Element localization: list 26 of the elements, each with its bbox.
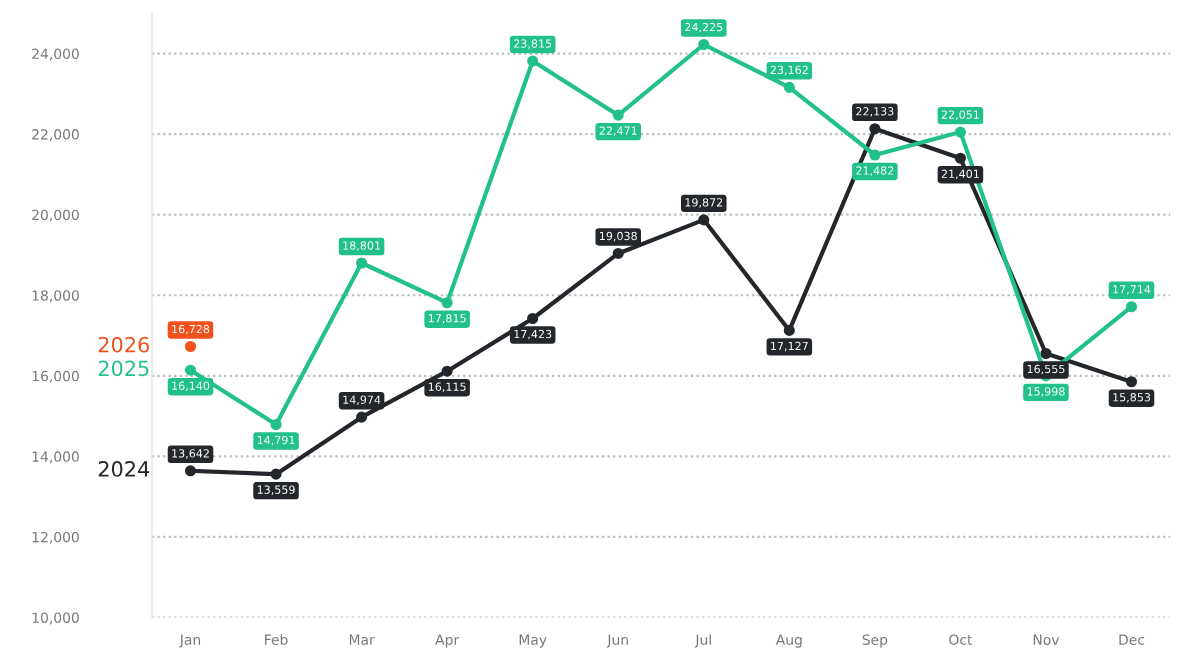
point — [356, 257, 368, 269]
point — [783, 81, 795, 93]
point — [527, 312, 539, 325]
point — [954, 126, 966, 138]
point — [954, 152, 966, 164]
point — [612, 247, 624, 259]
point — [1125, 301, 1138, 313]
point — [612, 109, 624, 121]
series-label: 2025 — [98, 360, 149, 377]
point — [1040, 347, 1052, 360]
point — [698, 38, 710, 51]
point — [1125, 376, 1138, 388]
point — [441, 365, 453, 377]
point — [356, 411, 368, 423]
point — [270, 468, 282, 480]
series-label: 2026 — [98, 336, 149, 353]
point — [184, 364, 197, 376]
point — [527, 55, 539, 67]
series-label: 2024 — [98, 461, 150, 477]
point — [869, 149, 881, 161]
point — [441, 297, 453, 309]
point — [869, 123, 881, 135]
point — [783, 324, 795, 336]
point — [270, 418, 282, 431]
point — [184, 465, 197, 477]
point — [698, 214, 710, 226]
